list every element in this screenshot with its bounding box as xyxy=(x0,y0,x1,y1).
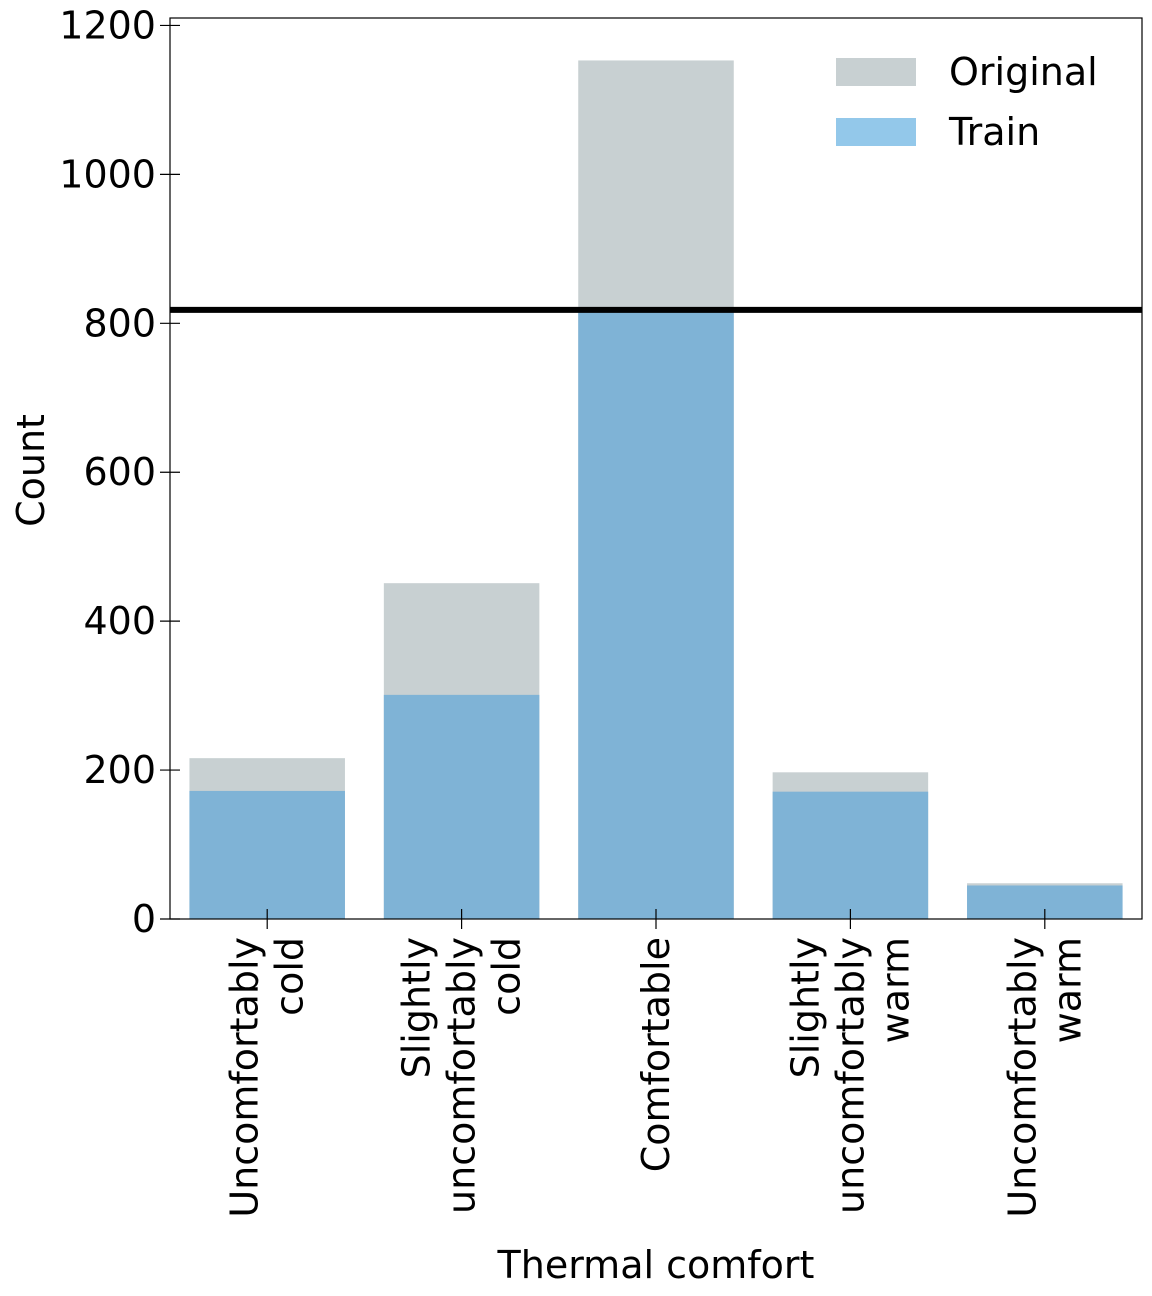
x-tick-label-line: uncomfortably xyxy=(440,937,484,1214)
legend-swatch-original xyxy=(836,58,916,86)
train-bars xyxy=(189,309,1123,919)
x-axis: Uncomfortablycold Slightlyuncomfortablyco… xyxy=(223,909,1089,1218)
x-tick-label-line: Uncomfortably xyxy=(1000,937,1044,1218)
x-tick-label-1: Slightlyuncomfortablycold xyxy=(395,937,529,1214)
legend: Original Train xyxy=(836,50,1098,154)
x-tick-label-line: cold xyxy=(485,937,529,1016)
y-axis-title: Count xyxy=(9,414,53,527)
x-tick-label-4: Uncomfortablywarm xyxy=(1000,937,1089,1218)
y-tick-label-200: 200 xyxy=(83,748,156,792)
x-tick-label-0: Uncomfortablycold xyxy=(223,937,312,1218)
bar-train-3 xyxy=(772,791,929,919)
x-tick-label-line: Slightly xyxy=(395,937,439,1078)
legend-label-original: Original xyxy=(949,50,1098,94)
y-tick-label-0: 0 xyxy=(132,897,156,941)
x-tick-label-line: Uncomfortably xyxy=(223,937,267,1218)
x-tick-label-line: Comfortable xyxy=(634,937,678,1172)
bar-train-2 xyxy=(578,309,734,919)
x-tick-label-line: Slightly xyxy=(783,937,827,1078)
y-tick-label-800: 800 xyxy=(83,301,156,345)
legend-label-train: Train xyxy=(948,110,1040,154)
x-tick-label-line: uncomfortably xyxy=(828,937,872,1214)
y-tick-label-600: 600 xyxy=(83,450,156,494)
legend-swatch-train xyxy=(836,118,916,146)
y-axis: 0 200 400 600 800 1000 1200 xyxy=(59,3,180,941)
y-tick-label-1200: 1200 xyxy=(59,3,156,47)
x-tick-label-2: Comfortable xyxy=(634,937,678,1172)
y-tick-label-1000: 1000 xyxy=(59,152,156,196)
x-tick-label-line: cold xyxy=(268,937,312,1016)
x-axis-title: Thermal comfort xyxy=(497,1243,815,1287)
x-tick-label-line: warm xyxy=(873,937,917,1043)
bar-train-0 xyxy=(189,790,345,919)
x-tick-label-line: warm xyxy=(1045,937,1089,1043)
x-tick-label-3: Slightlyuncomfortablywarm xyxy=(783,937,917,1214)
y-tick-label-400: 400 xyxy=(83,599,156,643)
bar-train-1 xyxy=(383,694,540,919)
